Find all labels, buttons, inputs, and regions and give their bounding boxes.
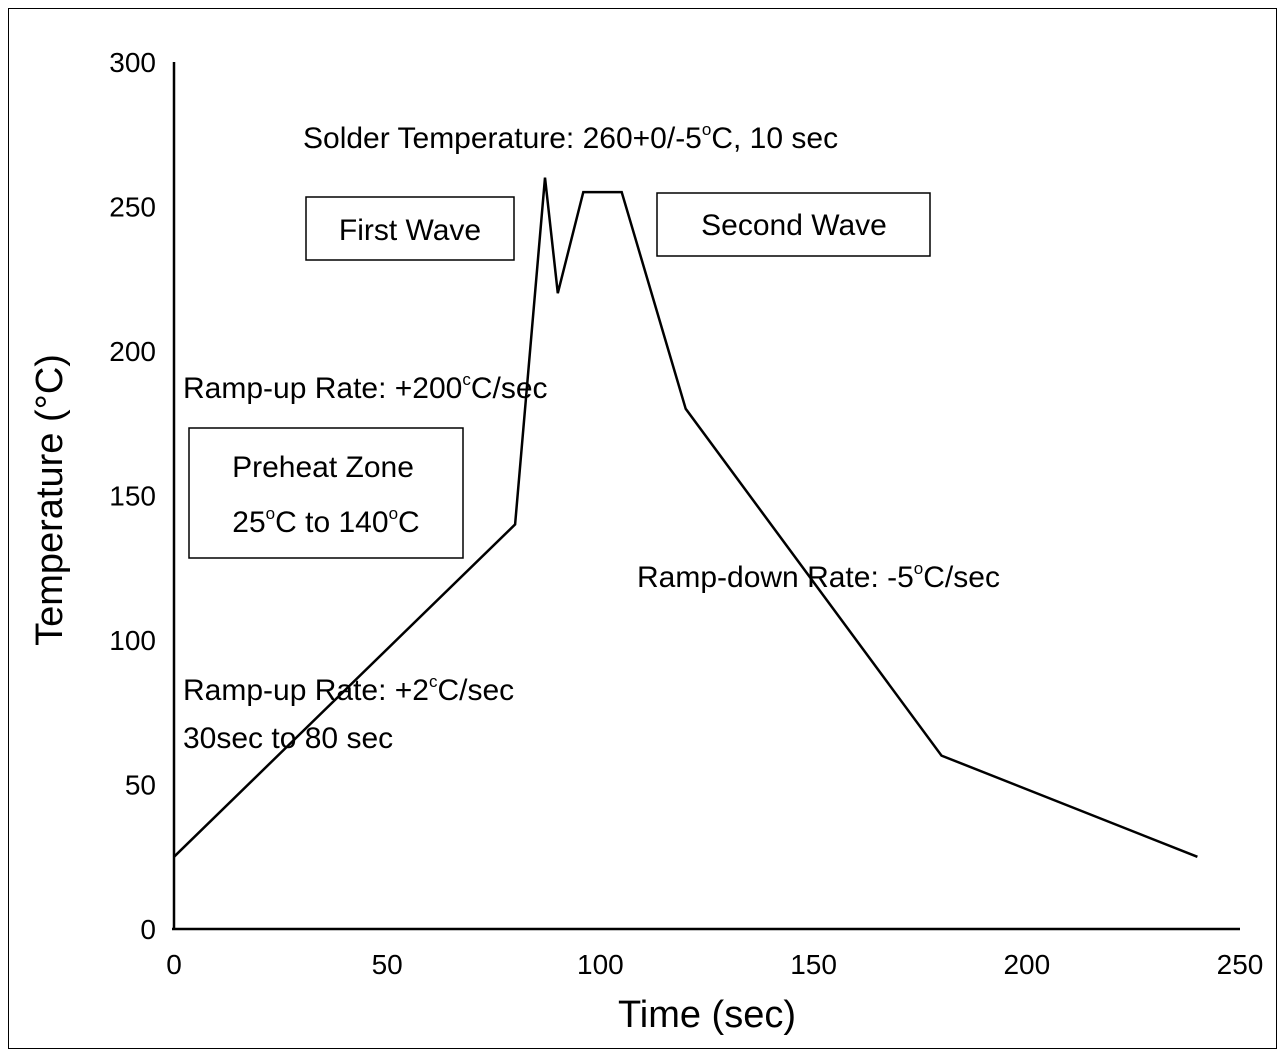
y-axis-title: Temperature (°C) <box>29 354 71 646</box>
preheat-zone-title: Preheat Zone <box>232 451 414 484</box>
preheat-zone-box <box>188 427 464 559</box>
first-wave-label: First Wave <box>339 214 481 247</box>
x-tick-label: 150 <box>790 949 837 980</box>
ramp-down-label: Ramp-down Rate: -5oC/sec <box>637 559 1000 594</box>
y-tick-label: 0 <box>140 914 156 945</box>
preheat-zone-range: 25oC to 140oC <box>232 504 419 539</box>
first-wave-box <box>305 196 515 261</box>
x-tick-label: 50 <box>372 949 403 980</box>
x-tick-label: 100 <box>577 949 624 980</box>
y-tick-label: 100 <box>109 625 156 656</box>
solder-temperature-label: Solder Temperature: 260+0/-5oC, 10 sec <box>303 120 838 155</box>
y-tick-label: 150 <box>109 481 156 512</box>
y-tick-label: 50 <box>125 770 156 801</box>
x-tick-labels: 0 50 100 150 200 250 <box>166 949 1263 980</box>
x-tick-label: 0 <box>166 949 182 980</box>
ramp-up-slow-label: Ramp-up Rate: +2cC/sec <box>183 672 514 707</box>
second-wave-label: Second Wave <box>701 209 887 242</box>
ramp-up-slow-time-label: 30sec to 80 sec <box>183 722 393 755</box>
temperature-profile-line <box>173 177 1198 858</box>
ramp-up-fast-label: Ramp-up Rate: +200cC/sec <box>183 370 548 405</box>
x-axis-title: Time (sec) <box>618 994 796 1036</box>
x-tick-label: 250 <box>1217 949 1264 980</box>
y-tick-labels: 0 50 100 150 200 250 300 <box>109 47 156 945</box>
y-tick-label: 200 <box>109 336 156 367</box>
x-tick-label: 200 <box>1003 949 1050 980</box>
y-tick-label: 250 <box>109 192 156 223</box>
second-wave-box <box>656 192 931 257</box>
y-tick-label: 300 <box>109 47 156 78</box>
